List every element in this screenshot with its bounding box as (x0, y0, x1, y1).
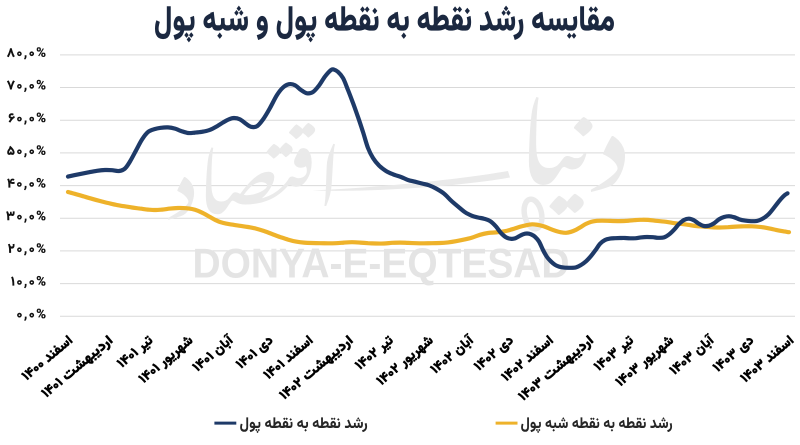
svg-text:DONYA-E-EQTESAD: DONYA-E-EQTESAD (193, 240, 570, 287)
